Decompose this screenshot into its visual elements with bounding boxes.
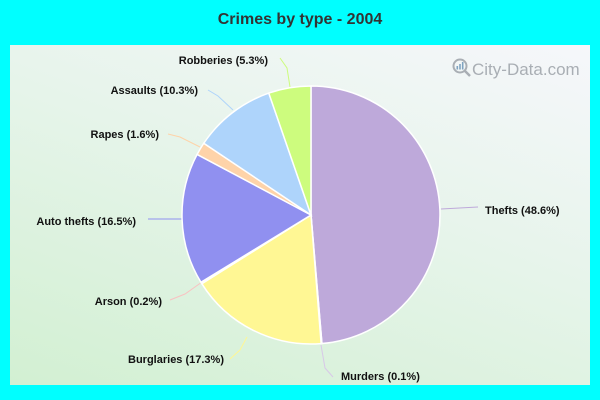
leader-line [279, 57, 291, 88]
slice-label: Assaults (10.3%) [111, 85, 199, 97]
slice-label: Rapes (1.6%) [91, 129, 160, 141]
pie-slice-robberies[interactable] [267, 85, 312, 216]
pie-slice-assaults[interactable] [202, 92, 313, 217]
slice-label: Arson (0.2%) [95, 296, 163, 308]
pie-slice-burglaries[interactable] [200, 213, 322, 345]
watermark-text: City-Data.com [472, 59, 580, 79]
slice-label: Auto thefts (16.5%) [36, 216, 136, 228]
slice-label: Burglaries (17.3%) [128, 354, 224, 366]
leader-line [440, 206, 479, 210]
leader-line [167, 133, 201, 148]
leader-line [320, 344, 334, 378]
chart-title: Crimes by type - 2004 [217, 11, 383, 28]
pie-slice-thefts[interactable] [310, 85, 441, 345]
slice-label: Murders (0.1%) [341, 371, 420, 383]
leader-line [229, 336, 248, 360]
slice-label: Robberies (5.3%) [179, 55, 269, 67]
leader-line [207, 89, 234, 111]
slice-label: Thefts (48.6%) [485, 205, 560, 217]
leader-line [169, 281, 203, 301]
watermark: City-Data.com [452, 58, 580, 83]
pie-slice-auto-thefts[interactable] [181, 153, 313, 284]
magnifier-chart-icon [452, 58, 472, 83]
